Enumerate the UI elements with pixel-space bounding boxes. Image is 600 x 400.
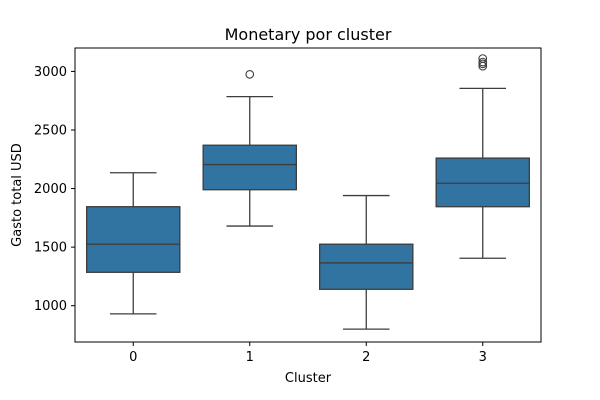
box-group-3 <box>435 54 530 259</box>
outlier-point <box>478 57 488 67</box>
y-axis-label: Gasto total USD <box>10 143 25 247</box>
box-iqr <box>435 157 530 208</box>
box-group-1 <box>202 70 297 227</box>
chart-title: Monetary por cluster <box>225 25 392 44</box>
y-tick-label: 2500 <box>34 123 67 138</box>
outlier-point <box>478 54 488 63</box>
box-iqr <box>318 243 414 290</box>
outlier-point <box>245 70 255 79</box>
x-axis: 0 1 2 3 <box>129 342 487 365</box>
x-tick-label: 0 <box>129 350 137 365</box>
y-tick-label: 1500 <box>34 241 67 256</box>
y-axis: 1000 1500 2000 2500 3000 <box>34 65 75 314</box>
y-tick-label: 1000 <box>34 299 67 314</box>
box-iqr <box>202 144 297 191</box>
y-tick-label: 2000 <box>34 182 67 197</box>
x-tick-label: 1 <box>246 350 254 365</box>
box-group-2 <box>318 194 414 330</box>
box-group-0 <box>86 172 181 315</box>
x-tick-label: 2 <box>362 350 370 365</box>
x-axis-label: Cluster <box>285 371 332 386</box>
x-tick-label: 3 <box>479 350 487 365</box>
box-iqr <box>86 206 181 273</box>
y-tick-label: 3000 <box>34 65 67 80</box>
plot-area <box>86 54 530 330</box>
plot-frame <box>74 47 542 343</box>
